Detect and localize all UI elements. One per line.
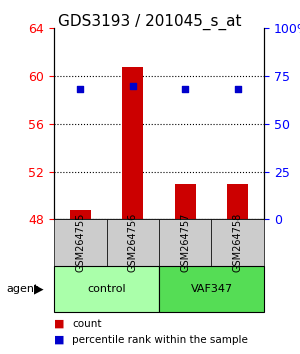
Text: ■: ■ <box>54 319 64 329</box>
Text: percentile rank within the sample: percentile rank within the sample <box>72 335 248 345</box>
Bar <box>227 184 248 219</box>
Text: GSM264758: GSM264758 <box>233 213 243 272</box>
Point <box>183 87 188 92</box>
Bar <box>70 210 91 219</box>
Text: GDS3193 / 201045_s_at: GDS3193 / 201045_s_at <box>58 14 242 30</box>
Bar <box>122 67 143 219</box>
Text: count: count <box>72 319 101 329</box>
Text: ▶: ▶ <box>34 282 44 295</box>
Point <box>235 87 240 92</box>
Text: GSM264757: GSM264757 <box>180 213 190 272</box>
Text: VAF347: VAF347 <box>190 284 232 293</box>
Text: agent: agent <box>6 284 38 293</box>
Point <box>130 83 135 88</box>
Text: GSM264755: GSM264755 <box>75 213 85 272</box>
Text: control: control <box>87 284 126 293</box>
Text: GSM264756: GSM264756 <box>128 213 138 272</box>
Point <box>78 87 83 92</box>
Bar <box>175 184 196 219</box>
Text: ■: ■ <box>54 335 64 345</box>
